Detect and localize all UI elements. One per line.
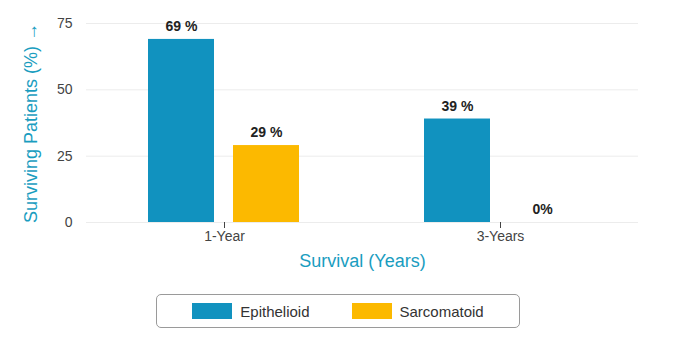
html-text:Epithelioid: Epithelioid — [240, 302, 310, 320]
svg-text:3-Years: 3-Years — [477, 228, 525, 244]
html-text:Sarcomatoid: Sarcomatoid — [399, 302, 484, 320]
svg-text:50: 50 — [57, 81, 73, 97]
svg-text:29 %: 29 % — [251, 124, 283, 140]
svg-text:Survival (Years): Survival (Years) — [299, 251, 425, 271]
svg-text:25: 25 — [57, 148, 73, 164]
svg-text:69 %: 69 % — [166, 18, 198, 34]
svg-text:Surviving Patients (%) →: Surviving Patients (%) → — [21, 23, 41, 223]
svg-text:0: 0 — [65, 214, 73, 230]
svg-text:0%: 0% — [532, 201, 553, 217]
svg-text:39 %: 39 % — [442, 98, 474, 114]
svg-text:1-Year: 1-Year — [204, 228, 245, 244]
svg-text:75: 75 — [57, 15, 73, 31]
